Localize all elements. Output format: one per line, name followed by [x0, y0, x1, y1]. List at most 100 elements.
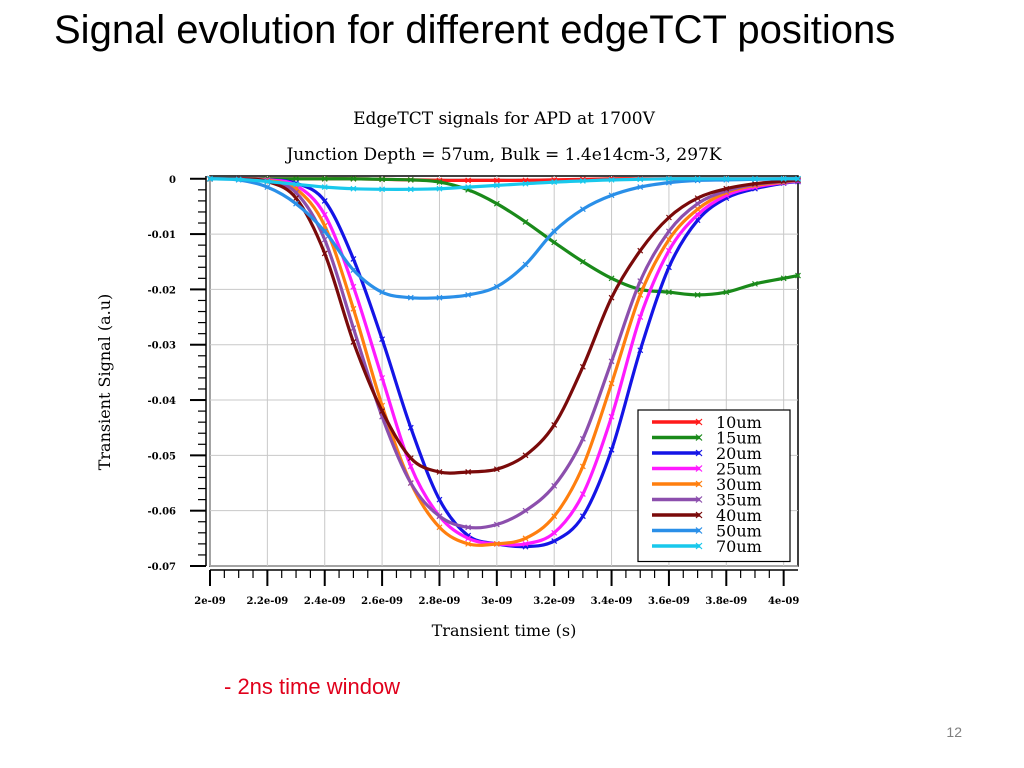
data-point-15um [795, 272, 801, 279]
legend-label-15um: 15um [716, 429, 762, 448]
data-point-20um [321, 197, 328, 204]
data-point-30um [666, 236, 672, 243]
legend-marker-25um [695, 465, 703, 472]
y-tick-label: -0.03 [147, 341, 176, 352]
data-point-15um [379, 176, 386, 183]
data-point-40um [694, 195, 701, 202]
data-point-15um [608, 275, 615, 282]
data-point-20um [350, 256, 357, 262]
legend-marker-35um [695, 496, 703, 503]
data-point-15um [321, 175, 328, 182]
data-point-15um [723, 289, 730, 296]
data-point-50um [551, 228, 558, 235]
data-point-40um [723, 185, 730, 192]
slide-title: Signal evolution for different edgeTCT p… [54, 8, 896, 52]
y-axis-label: Transient Signal (a.u) [95, 294, 114, 471]
data-point-15um [579, 258, 586, 265]
data-point-25um [579, 491, 586, 498]
data-point-40um [379, 408, 386, 415]
data-point-35um [637, 278, 644, 285]
data-point-40um [579, 363, 586, 370]
series-line-40um [208, 176, 800, 475]
data-point-50um [407, 294, 414, 301]
data-point-40um [551, 422, 558, 428]
data-point-25um [608, 413, 615, 420]
data-point-40um [465, 469, 472, 475]
data-point-50um [321, 228, 328, 235]
data-point-25um [407, 463, 414, 470]
x-tick-label: 2.2e-09 [246, 596, 288, 607]
data-point-30um [608, 380, 615, 387]
legend-label-35um: 35um [716, 491, 762, 510]
x-tick-label: 2.6e-09 [361, 596, 403, 607]
x-tick-label: 2.4e-09 [304, 596, 346, 607]
data-point-40um [350, 339, 357, 345]
data-point-70um [694, 175, 701, 182]
data-point-35um [436, 513, 443, 520]
data-point-30um [436, 524, 443, 531]
data-point-40um [436, 469, 443, 475]
data-point-70um [493, 182, 500, 189]
legend-marker-50um [695, 527, 703, 534]
legend-label-40um: 40um [716, 506, 762, 525]
data-point-70um [752, 175, 758, 182]
data-point-25um [321, 211, 328, 218]
data-point-70um [780, 175, 787, 182]
data-point-50um [379, 289, 386, 296]
series-lines [207, 175, 801, 550]
legend-marker-30um [695, 480, 703, 488]
legend-label-50um: 50um [716, 522, 762, 541]
data-point-50um [264, 184, 271, 190]
data-point-15um [436, 179, 443, 186]
data-point-35um [321, 236, 328, 243]
data-point-20um [579, 513, 586, 520]
data-point-35um [551, 482, 558, 489]
chart-subtitle: Junction Depth = 57um, Bulk = 1.4e14cm-3… [284, 145, 721, 165]
y-tick-label: 0 [169, 175, 176, 186]
data-point-70um [465, 184, 472, 190]
data-point-30um [694, 206, 701, 213]
data-point-25um [694, 211, 701, 218]
data-point-35um [493, 521, 500, 528]
data-point-50um [436, 294, 443, 301]
data-point-20um [637, 347, 644, 354]
data-point-70um [293, 181, 299, 188]
data-point-50um [293, 200, 299, 207]
data-point-70um [264, 178, 271, 185]
legend-marker-10um [695, 418, 703, 426]
data-point-40um [321, 250, 328, 257]
y-tick-label: -0.04 [147, 396, 176, 407]
y-tick-label: -0.07 [147, 562, 176, 573]
data-point-25um [379, 374, 386, 381]
data-point-70um [321, 184, 328, 190]
data-point-25um [551, 529, 558, 536]
legend-marker-20um [695, 449, 703, 457]
data-point-20um [666, 264, 672, 271]
data-point-25um [465, 535, 472, 542]
legend-label-70um: 70um [716, 537, 762, 556]
data-point-70um [637, 176, 644, 183]
data-point-20um [551, 538, 558, 545]
data-point-35um [522, 507, 529, 514]
axes: 2e-09 2.2e-09 2.4e-09 2.6e-09 2.8e-09 3e-09 3.… [147, 175, 799, 607]
data-point-30um [637, 292, 644, 298]
data-point-40um [522, 452, 529, 459]
data-point-50um [493, 283, 500, 290]
data-point-10um [493, 177, 500, 184]
data-point-20um [694, 217, 701, 224]
data-point-70um [579, 178, 586, 184]
data-point-40um [493, 466, 500, 473]
x-tick-label: 2e-09 [194, 596, 225, 607]
data-point-70um [666, 175, 672, 182]
y-tick-label: -0.02 [147, 285, 176, 296]
data-point-70um [723, 175, 730, 182]
data-point-25um [350, 283, 357, 290]
data-point-70um [608, 176, 615, 183]
y-tick-label: -0.01 [147, 230, 176, 241]
y-tick-label: -0.05 [147, 451, 176, 462]
data-point-70um [407, 186, 414, 193]
series-line-70um [208, 177, 800, 191]
data-point-50um [465, 292, 472, 298]
data-point-35um [579, 435, 586, 442]
data-point-15um [666, 289, 672, 296]
